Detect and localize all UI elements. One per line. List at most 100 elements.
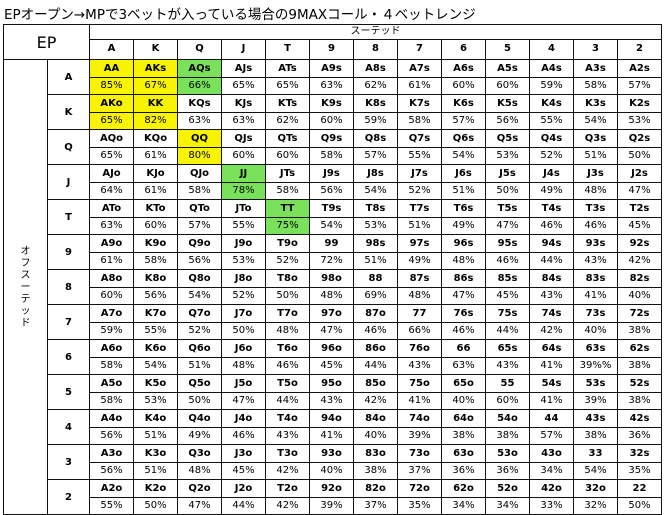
hand-cell: 82o xyxy=(353,479,398,498)
hand-cell: 64s xyxy=(529,339,574,358)
hand-cell: J4s xyxy=(529,164,574,183)
hand-cell: A5o xyxy=(89,374,134,393)
equity-cell: 47% xyxy=(221,392,266,410)
equity-cell: 49% xyxy=(397,252,442,270)
hand-cell: K2s xyxy=(617,94,662,113)
column-header-a: A xyxy=(89,38,134,61)
hand-cell: 75s xyxy=(485,304,530,323)
hand-cell: T8s xyxy=(353,199,398,218)
equity-cell: 38% xyxy=(617,392,662,410)
equity-cell: 53% xyxy=(617,112,662,130)
equity-cell: 63% xyxy=(309,77,354,95)
hand-cell: J7s xyxy=(397,164,442,183)
equity-cell: 60% xyxy=(265,147,310,165)
hand-cell: KJs xyxy=(221,94,266,113)
pct-row-8: 60% 56% 54% 52% 50% 48% 69% 48% 47% 45% 43% 41% 40% xyxy=(4,287,662,305)
hand-cell: T7s xyxy=(397,199,442,218)
equity-cell: 44% xyxy=(265,392,310,410)
offsuit-label-char: ー xyxy=(20,282,31,293)
pct-row-t: 63% 60% 57% 55% 75% 54% 53% 51% 49% 47% 46% 46% 45% xyxy=(4,217,662,235)
equity-cell: 49% xyxy=(529,182,574,200)
equity-cell: 55% xyxy=(397,147,442,165)
equity-cell: 54% xyxy=(177,287,222,305)
row-header-3: 3 xyxy=(47,444,90,480)
equity-cell: 85% xyxy=(89,77,134,95)
equity-cell: 63% xyxy=(89,217,134,235)
hand-cell: KK xyxy=(133,94,178,113)
hand-cell: A3s xyxy=(573,59,618,78)
equity-cell: 51% xyxy=(353,252,398,270)
hand-cell: 76s xyxy=(441,304,486,323)
hand-cell: J9s xyxy=(309,164,354,183)
hand-cell: KQs xyxy=(177,94,222,113)
equity-cell: 43% xyxy=(529,287,574,305)
hand-cell: T2o xyxy=(265,479,310,498)
hand-cell: QTs xyxy=(265,129,310,148)
hand-cell: K7o xyxy=(133,304,178,323)
equity-cell: 54% xyxy=(573,462,618,480)
column-header-q: Q xyxy=(177,38,222,61)
hand-cell: Q7s xyxy=(397,129,442,148)
equity-cell: 34% xyxy=(529,462,574,480)
equity-cell: 40% xyxy=(573,322,618,340)
hand-cell: 62s xyxy=(617,339,662,358)
hand-cell: 73o xyxy=(397,444,442,463)
equity-cell: 44% xyxy=(221,497,266,515)
column-header-3: 3 xyxy=(573,38,618,61)
equity-cell: 52% xyxy=(265,252,310,270)
equity-cell: 48% xyxy=(573,182,618,200)
column-header-7: 7 xyxy=(397,38,442,61)
equity-cell: 75% xyxy=(265,217,310,235)
equity-cell: 38% xyxy=(617,357,662,375)
equity-cell: 55% xyxy=(89,497,134,515)
equity-cell: 56% xyxy=(133,287,178,305)
hand-cell: K6o xyxy=(133,339,178,358)
hand-cell: 98s xyxy=(353,234,398,253)
hand-cell: 74o xyxy=(397,409,442,428)
equity-cell: 40% xyxy=(441,392,486,410)
equity-cell: 39%% xyxy=(573,357,618,375)
equity-cell: 38% xyxy=(353,462,398,480)
equity-cell: 45% xyxy=(617,217,662,235)
row-header-9: 9 xyxy=(47,234,90,270)
hand-cell: Q2o xyxy=(177,479,222,498)
hand-cell: 54s xyxy=(529,374,574,393)
equity-cell: 43% xyxy=(397,357,442,375)
hand-cell: QJo xyxy=(177,164,222,183)
row-header-j: J xyxy=(47,164,90,200)
hand-cell: T8o xyxy=(265,269,310,288)
equity-cell: 60% xyxy=(221,147,266,165)
equity-cell: 56% xyxy=(309,182,354,200)
hand-cell: KQo xyxy=(133,129,178,148)
hand-cell: T6o xyxy=(265,339,310,358)
hand-cell: 53s xyxy=(573,374,618,393)
equity-cell: 50% xyxy=(177,392,222,410)
page-title: EPオープン→MPで3ベットが入っている場合の9MAXコール・４ベットレンジ xyxy=(4,7,476,23)
offsuit-label: オフスーテッド xyxy=(3,59,48,515)
equity-cell: 41% xyxy=(397,392,442,410)
equity-cell: 58% xyxy=(133,252,178,270)
hand-cell: 87s xyxy=(397,269,442,288)
hand-cell: 72o xyxy=(397,479,442,498)
hand-cell: J9o xyxy=(221,234,266,253)
equity-cell: 48% xyxy=(397,287,442,305)
hand-cell: KJo xyxy=(133,164,178,183)
equity-cell: 42% xyxy=(617,252,662,270)
column-header-j: J xyxy=(221,38,266,61)
equity-cell: 67% xyxy=(133,77,178,95)
equity-cell: 44% xyxy=(529,252,574,270)
hand-cell: JJ xyxy=(221,164,266,183)
pct-row-3: 56% 51% 48% 45% 42% 40% 38% 37% 36% 36% 34% 54% 35% xyxy=(4,462,662,480)
equity-cell: 55% xyxy=(221,217,266,235)
equity-cell: 46% xyxy=(573,217,618,235)
hand-cell: Q6o xyxy=(177,339,222,358)
hand-cell: A6o xyxy=(89,339,134,358)
hand-cell: Q8s xyxy=(353,129,398,148)
hand-cell: Q5o xyxy=(177,374,222,393)
equity-cell: 63% xyxy=(177,112,222,130)
hand-cell: ATo xyxy=(89,199,134,218)
equity-cell: 60% xyxy=(485,392,530,410)
offsuit-label-char: ス xyxy=(20,270,31,281)
hand-cell: 44 xyxy=(529,409,574,428)
equity-cell: 56% xyxy=(89,462,134,480)
